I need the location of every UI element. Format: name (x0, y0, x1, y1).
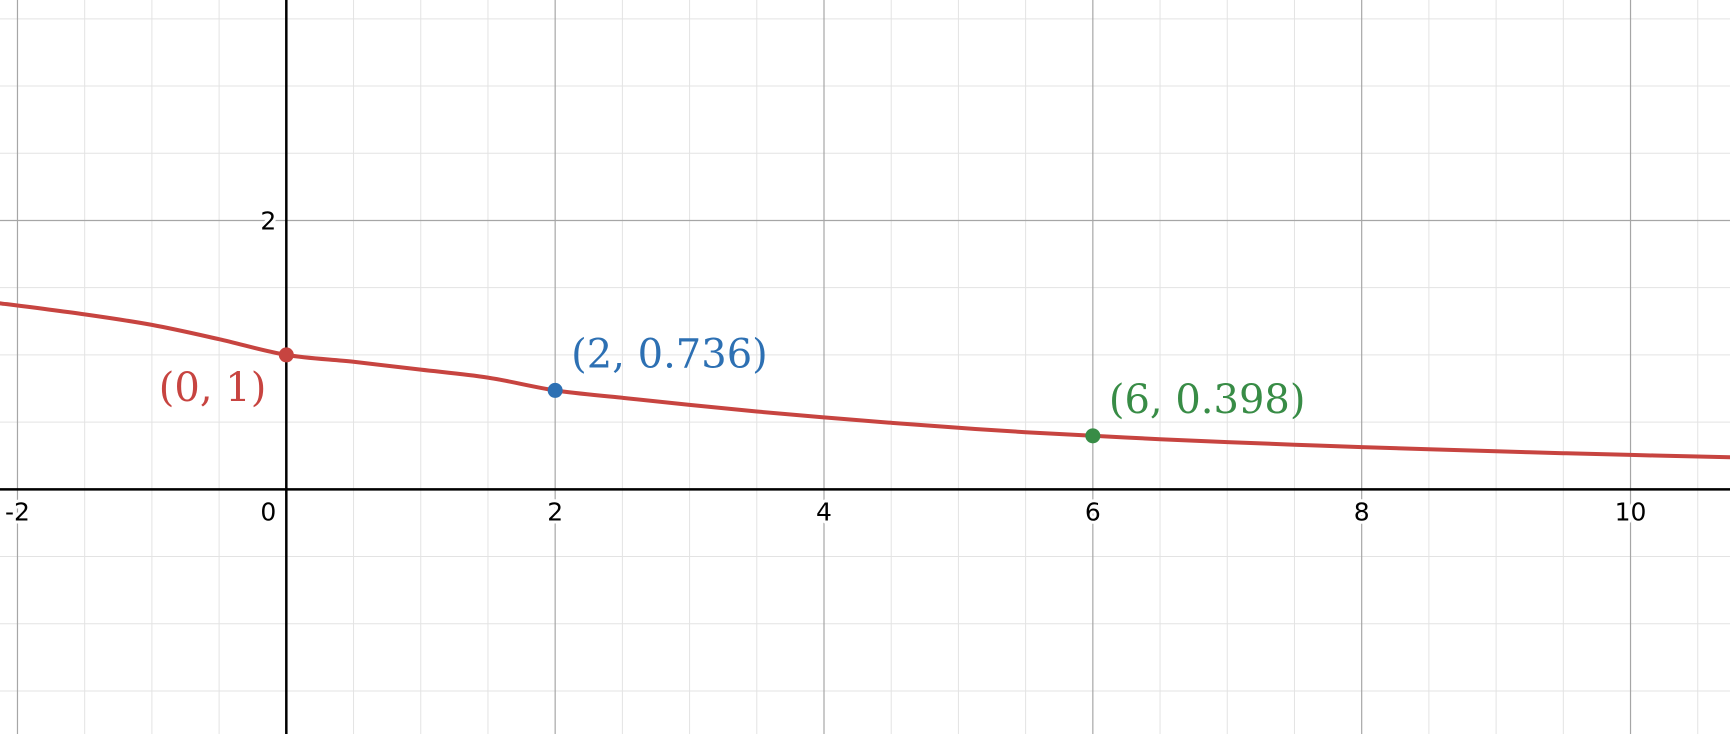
tick-labels: -2 0 2 4 6 8 10 2 (2, 203, 1649, 529)
x-tick-label: 0 (260, 497, 276, 526)
data-point[interactable] (1085, 428, 1101, 444)
x-tick-label: 2 (547, 497, 563, 526)
x-tick-label: -2 (5, 497, 30, 526)
y-tick-label: 2 (260, 206, 276, 235)
x-tick-label: 4 (816, 497, 832, 526)
data-point[interactable] (547, 382, 563, 398)
point-label: (0, 1) (159, 365, 267, 411)
point-labels: (0, 1) (2, 0.736) (6, 0.398) (159, 331, 1306, 422)
point-layer[interactable] (278, 347, 1101, 444)
x-tick-label: 6 (1085, 497, 1101, 526)
function-curve (0, 301, 1730, 460)
data-point[interactable] (278, 347, 294, 363)
x-tick-label: 8 (1354, 497, 1370, 526)
x-tick-label: 10 (1615, 497, 1647, 526)
point-label: (6, 0.398) (1109, 377, 1306, 423)
curve-layer (0, 301, 1730, 460)
point-label: (2, 0.736) (571, 331, 768, 377)
